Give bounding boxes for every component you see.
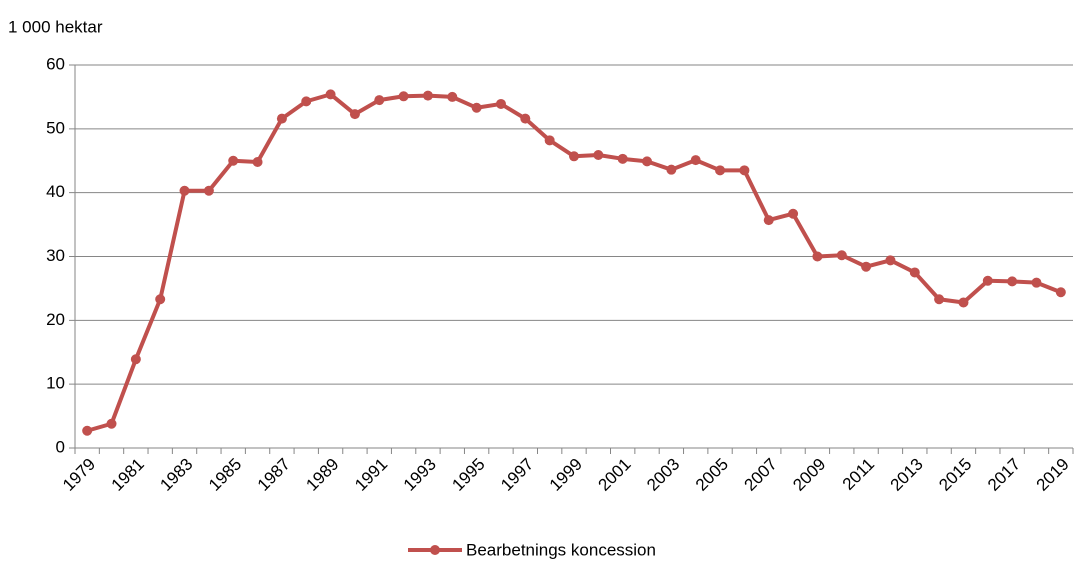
marker (569, 151, 579, 162)
x-tick-label: 2019 (1033, 455, 1073, 495)
x-tick-label: 1989 (302, 455, 342, 495)
x-tick-label: 1979 (59, 455, 99, 495)
marker (982, 275, 993, 286)
x-tick-label: 2017 (984, 455, 1024, 495)
x-tick-label: 2009 (789, 455, 829, 495)
marker (471, 102, 482, 113)
marker (374, 95, 385, 106)
marker (520, 113, 531, 124)
x-tick-label: 2005 (692, 455, 732, 495)
y-axis-label: 1 000 hektar (8, 17, 103, 36)
x-tick-label: 1985 (205, 455, 245, 495)
marker (715, 165, 726, 176)
marker (812, 251, 823, 262)
marker (763, 215, 774, 226)
y-tick-label: 10 (46, 374, 65, 393)
marker (544, 135, 555, 146)
line (86, 92, 1062, 433)
y-tick-label: 30 (46, 246, 65, 265)
marker (276, 113, 287, 124)
x-tick-label: 2011 (839, 455, 878, 494)
marker (836, 250, 847, 261)
marker (642, 156, 653, 167)
marker (179, 185, 190, 196)
marker (934, 294, 945, 305)
marker (593, 150, 604, 161)
y-tick-label: 50 (46, 118, 65, 137)
marker (739, 165, 750, 176)
marker (447, 91, 458, 102)
marker (106, 418, 117, 429)
marker (349, 109, 360, 120)
marker (155, 294, 166, 305)
x-tick-label: 1999 (546, 455, 586, 495)
marker (1007, 276, 1018, 287)
x-tick-label: 2015 (935, 455, 975, 495)
x-tick-label: 2001 (594, 455, 634, 495)
y-tick-label: 20 (46, 310, 65, 329)
marker (861, 261, 872, 272)
marker (130, 354, 141, 365)
marker (690, 155, 701, 166)
x-tick-label: 2013 (887, 455, 927, 495)
x-tick-label: 1993 (400, 455, 440, 495)
marker (325, 89, 336, 100)
x-tick-label: 1983 (156, 455, 196, 495)
marker (422, 90, 433, 101)
legend-marker (430, 545, 440, 555)
y-tick-label: 0 (56, 437, 65, 456)
x-tick-label: 1981 (108, 455, 148, 495)
marker (252, 157, 263, 168)
marker (203, 185, 214, 196)
x-tick-label: 2007 (741, 455, 781, 495)
x-tick-label: 1987 (254, 455, 294, 495)
x-tick-label: 1997 (497, 455, 537, 495)
x-tick-label: 1991 (351, 455, 391, 495)
marker (1031, 277, 1042, 288)
marker (1055, 287, 1066, 298)
marker (885, 255, 896, 266)
y-tick-label: 60 (46, 54, 65, 73)
marker (909, 267, 920, 278)
x-tick-label: 1995 (448, 455, 488, 495)
marker (495, 98, 506, 109)
marker (788, 208, 799, 219)
legend-label: Bearbetnings koncession (466, 540, 656, 559)
x-tick-label: 2003 (643, 455, 683, 495)
marker (82, 425, 93, 436)
marker (666, 164, 677, 175)
marker (398, 91, 409, 102)
marker (301, 96, 312, 107)
y-tick-label: 40 (46, 182, 65, 201)
marker (617, 153, 628, 164)
marker (958, 297, 969, 308)
marker (228, 155, 239, 166)
